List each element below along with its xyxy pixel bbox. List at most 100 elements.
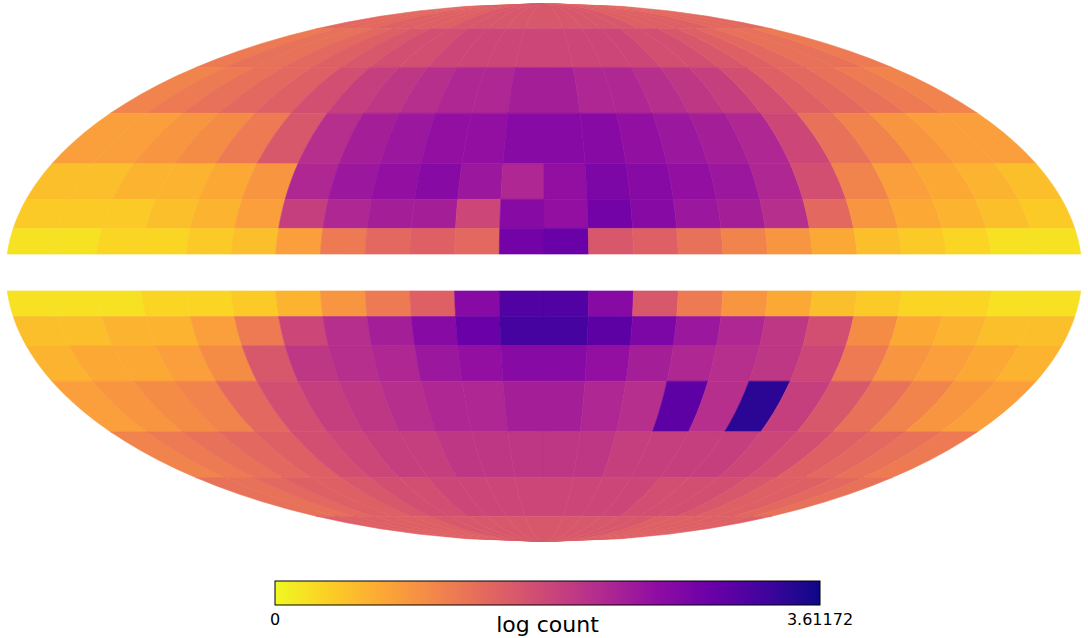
map-cell (942, 291, 991, 317)
map-cell (276, 291, 323, 317)
map-cell (630, 317, 676, 346)
map-cell (863, 67, 977, 113)
map-cell (503, 381, 544, 432)
map-cell (587, 317, 632, 346)
map-cell (673, 317, 720, 346)
map-cell (316, 516, 544, 541)
map-cell (525, 4, 544, 29)
map-cell (279, 199, 329, 228)
map-cell (373, 4, 544, 29)
map-cell (717, 317, 766, 346)
map-cell (515, 29, 544, 68)
map-cell (544, 4, 753, 29)
map-cell (544, 516, 772, 541)
map-cell (458, 164, 503, 200)
map-cell (373, 516, 544, 541)
map-cell (734, 29, 863, 68)
map-cell (544, 4, 772, 29)
map-cell (320, 228, 367, 254)
map-cell (462, 113, 508, 164)
map-cell (1019, 199, 1075, 228)
map-cell (544, 346, 587, 382)
map-cell (995, 164, 1062, 200)
map-cell (449, 516, 544, 541)
map-cell (544, 199, 588, 228)
map-cell (588, 291, 633, 317)
map-cell (354, 516, 544, 541)
map-cell (515, 478, 544, 517)
map-cell (677, 291, 723, 317)
map-cell (449, 4, 544, 29)
map-cell (854, 228, 902, 254)
map-cell (234, 317, 285, 346)
map-cell (468, 4, 544, 29)
map-cell (415, 164, 462, 200)
map-cell (626, 346, 673, 382)
map-cell (544, 228, 589, 254)
colorbar (275, 581, 820, 605)
map-cell (231, 291, 279, 317)
map-cell (585, 346, 630, 382)
map-cell (276, 228, 323, 254)
map-cell (411, 199, 457, 228)
map-cell (1030, 228, 1080, 254)
map-cell (320, 291, 367, 317)
map-cell (588, 228, 633, 254)
map-cell (632, 228, 678, 254)
map-cell (544, 381, 585, 432)
map-cell (234, 199, 285, 228)
map-cell (508, 432, 544, 478)
map-cell (941, 113, 1036, 164)
map-cell (1019, 317, 1075, 346)
map-cell (506, 516, 544, 541)
map-cell (667, 346, 717, 382)
map-cell (456, 199, 501, 228)
map-cell (52, 291, 102, 317)
map-cell (667, 164, 717, 200)
map-cell (508, 67, 544, 113)
map-cell (753, 29, 892, 68)
map-cell (803, 199, 854, 228)
map-cell (898, 291, 947, 317)
map-cell (585, 164, 630, 200)
map-cell (846, 199, 898, 228)
map-cell (186, 291, 234, 317)
map-cell (141, 228, 190, 254)
map-cell (500, 199, 544, 228)
map-cell (632, 291, 678, 317)
map-cell (499, 291, 544, 317)
map-cell (7, 228, 57, 254)
map-cell (316, 4, 544, 29)
map-cell (630, 199, 676, 228)
map-cell (335, 516, 544, 541)
map-cell (456, 317, 501, 346)
map-cell (986, 228, 1036, 254)
map-cell (854, 291, 902, 317)
map-cell (323, 199, 372, 228)
map-cell (335, 4, 544, 29)
map-cell (97, 291, 146, 317)
map-cell (942, 228, 991, 254)
map-cell (765, 291, 812, 317)
map-cell (544, 113, 585, 164)
map-cell (995, 346, 1062, 382)
map-cell (371, 346, 421, 382)
map-cell (190, 199, 242, 228)
map-cell (753, 478, 892, 517)
map-cell (7, 291, 57, 317)
map-cell (410, 291, 456, 317)
colorbar-tick-label: 3.61172 (787, 610, 853, 629)
map-cell (503, 113, 544, 164)
map-cell (430, 4, 544, 29)
map-cell (411, 516, 544, 541)
map-cell (410, 228, 456, 254)
map-cell (186, 228, 234, 254)
map-cell (626, 164, 673, 200)
map-cell (392, 516, 544, 541)
map-cell (863, 432, 977, 478)
map-cell (190, 317, 242, 346)
map-cell (487, 4, 544, 29)
map-cell (323, 317, 372, 346)
map-cell (415, 346, 462, 382)
map-cell (279, 317, 329, 346)
